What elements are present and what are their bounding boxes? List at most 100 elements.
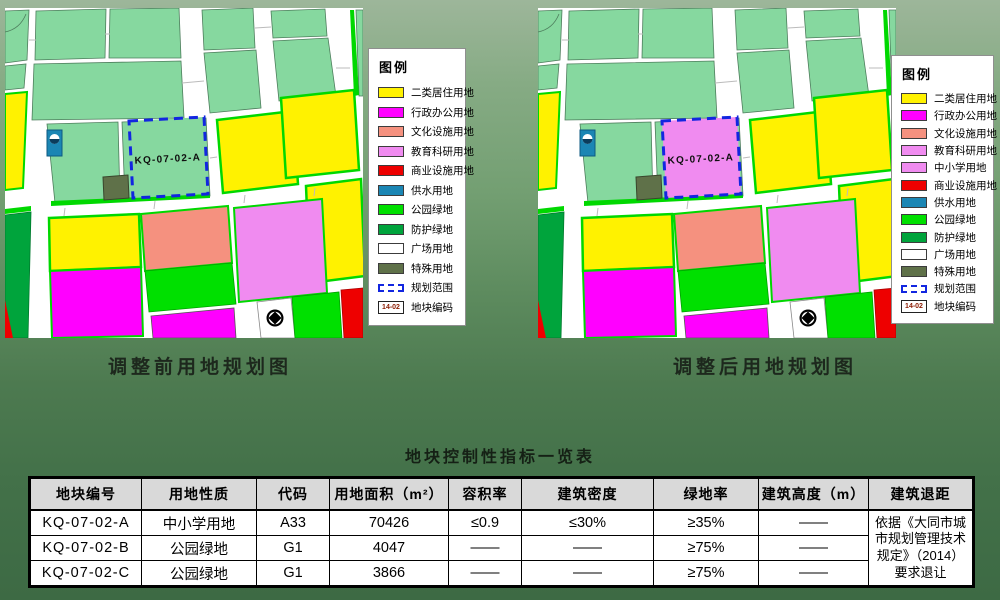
table-row: KQ-07-02-C 公园绿地 G1 3866 —— —— ≥75% —— [29,560,974,587]
indicator-table-wrap: 地块编号 用地性质 代码 用地面积（m²） 容积率 建筑密度 绿地率 建筑高度（m） 建筑退距 … [28,476,975,588]
color-swatch [901,196,927,208]
legend-label: 特殊用地 [934,266,976,279]
cell: —— [521,535,654,561]
color-swatch [901,231,927,243]
cell: ≥75% [653,535,759,561]
color-swatch [378,243,404,255]
setback-note-cell: 依据《大同市城市规划管理技术规定》（2014）要求退让 [868,509,974,587]
cell: 公园绿地 [141,535,257,561]
legend-item: 规划范围 [378,278,458,298]
compass-icon [266,309,284,327]
cell: ≤30% [521,509,654,536]
header-cell: 地块编号 [29,477,142,511]
legend-label: 公园绿地 [934,214,976,227]
header-cell: 绿地率 [653,477,759,511]
legend-label: 广场用地 [934,248,976,261]
table-row: KQ-07-02-B 公园绿地 G1 4047 —— —— ≥75% —— [29,535,974,561]
cell: KQ-07-02-A [29,509,142,536]
color-swatch [901,179,927,191]
color-swatch [378,184,404,196]
legend-item: 二类居住用地 [901,90,997,107]
landuse-map-after: KQ-07-02-A [538,8,896,338]
legend-item: 教育科研用地 [378,142,474,162]
cell: 3866 [329,560,449,587]
plot-label: KQ-07-02-A [667,152,734,166]
color-swatch [378,165,404,177]
legend-item: 防护绿地 [378,220,458,240]
planning-boundary-swatch [901,284,927,293]
legend-label: 教育科研用地 [411,145,474,158]
landuse-map-svg: KQ-07-02-A [5,8,363,338]
table-row: KQ-07-02-A 中小学用地 A33 70426 ≤0.9 ≤30% ≥35% —— 依据《… [29,509,974,587]
legend-item: 公园绿地 [901,211,986,228]
header-cell: 建筑密度 [521,477,654,511]
water-supply-icon [46,129,63,157]
legend-item: 14-02 地块编码 [901,298,986,315]
cell: ≤0.9 [448,509,522,536]
legend-items: 二类居住用地 行政办公用地 文化设施用地 教育科研用地 中小学用地商业设施用地 供水用地公… [901,90,997,315]
cell: ≥35% [653,509,759,536]
color-swatch [901,214,927,226]
plot-boundary [660,115,743,200]
cell: —— [448,535,522,561]
legend-label: 二类居住用地 [934,93,997,106]
legend-title: 图例 [902,67,933,82]
legend-label: 文化设施用地 [411,126,474,139]
legend-label: 二类居住用地 [411,87,474,100]
legend-item: 14-02 地块编码 [378,298,458,318]
landuse-map-svg: KQ-07-02-A [538,8,896,338]
cell: —— [758,509,869,536]
legend-title: 图例 [379,60,410,75]
legend-label: 教育科研用地 [934,145,997,158]
color-swatch [378,126,404,138]
legend-item: 中小学用地 [901,159,987,176]
legend-label: 商业设施用地 [934,179,997,192]
compass-icon [799,309,817,327]
water-supply-icon [579,129,596,157]
legend-label: 商业设施用地 [411,165,474,178]
cell: G1 [256,560,330,587]
header-cell: 代码 [256,477,330,511]
legend-item: 文化设施用地 [378,122,474,142]
color-swatch [378,106,404,118]
plot-boundary [127,115,210,200]
legend-item: 商业设施用地 [901,176,997,193]
legend-item: 公园绿地 [378,200,458,220]
caption-map-before: 调整前用地规划图 [107,357,292,378]
legend-label: 特殊用地 [411,262,453,275]
header-cell: 建筑退距 [868,477,974,511]
plot-label: KQ-07-02-A [134,152,201,166]
legend-after: 图例 二类居住用地 行政办公用地 文化设施用地 教育科研用地 中小学用地商业设施用地 供水… [891,55,997,324]
table-title: 地块控制性指标一览表 [404,449,595,466]
plot-code-swatch: 14-02 [378,300,404,314]
cell: —— [448,560,522,587]
legend-label: 供水用地 [934,196,976,209]
color-swatch [901,145,927,157]
legend-label: 供水用地 [411,184,453,197]
plot-code-swatch: 14-02 [901,299,927,313]
cell: KQ-07-02-C [29,560,142,587]
cell: —— [521,560,654,587]
header-cell: 建筑高度（m） [758,477,869,511]
caption-map-after: 调整后用地规划图 [672,357,857,378]
color-swatch [378,145,404,157]
legend-item: 广场用地 [901,246,986,263]
legend-item: 行政办公用地 [378,103,474,123]
color-swatch [378,262,404,274]
legend-label: 行政办公用地 [934,110,997,123]
legend-label: 文化设施用地 [934,127,997,140]
legend-item: 教育科研用地 [901,142,997,159]
legend-item: 防护绿地 [901,228,986,245]
legend-item: 广场用地 [378,239,458,259]
cell: ≥75% [653,560,759,587]
color-swatch [378,87,404,99]
color-swatch [901,248,927,260]
legend-label: 广场用地 [411,243,453,256]
legend-items: 二类居住用地行政办公用地文化设施用地 教育科研用地 商业设施用地 供水用地公园绿地 防护… [378,83,474,318]
cell: —— [758,535,869,561]
color-swatch [901,93,927,105]
legend-item: 商业设施用地 [378,161,474,181]
legend-item: 特殊用地 [901,263,986,280]
color-swatch [901,110,927,122]
legend-before: 图例 二类居住用地行政办公用地文化设施用地 教育科研用地 商业设施用地 供水用地公园绿… [368,48,474,326]
